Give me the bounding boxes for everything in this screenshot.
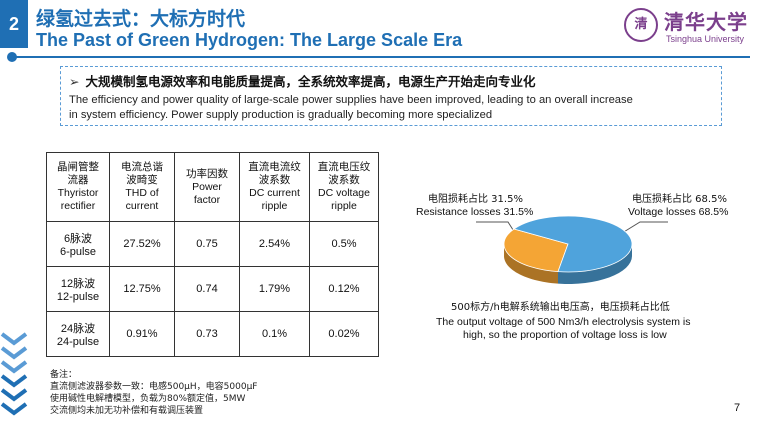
chevron-down-icon bbox=[0, 374, 28, 388]
table-header-cell: 直流电流纹 波系数 DC current ripple bbox=[239, 152, 310, 222]
title-underline bbox=[10, 56, 750, 58]
table-header-cell: 晶闸管整 流器 Thyristor rectifier bbox=[46, 152, 110, 222]
table-header-row: 晶闸管整 流器 Thyristor rectifier 电流总谐 波畸变 THD of cu… bbox=[46, 152, 379, 222]
notes: 备注： 直流侧滤波器参数一致：电感500μH，电容5000μF 使用碱性电解槽模… bbox=[50, 369, 257, 417]
notes-line-2: 使用碱性电解槽模型，负载为80%额定值，5MW bbox=[50, 394, 246, 404]
chevron-down-icon bbox=[0, 402, 28, 416]
table-header-cell: 功率因数 Power factor bbox=[174, 152, 240, 222]
logo-name-cn: 清华大学 bbox=[664, 10, 748, 34]
voltage-loss-label-en: Voltage losses 68.5% bbox=[628, 206, 729, 218]
power-factor-cell: 0.75 bbox=[174, 221, 240, 267]
thd-cell: 0.91% bbox=[109, 311, 175, 357]
page-title-cn: 绿氢过去式：大标方时代 bbox=[36, 8, 246, 30]
university-seal-icon: 清 bbox=[624, 8, 658, 42]
arrow-right-icon: ➢ bbox=[69, 74, 80, 89]
pie-slice bbox=[513, 215, 633, 273]
summary-line-2: in system efficiency. Power supply produ… bbox=[69, 109, 493, 121]
dc-voltage-ripple-cell: 0.5% bbox=[309, 221, 379, 267]
section-number-badge: 2 bbox=[0, 0, 28, 48]
summary-line-1: The efficiency and power quality of larg… bbox=[69, 94, 633, 106]
resistance-loss-label-cn: 电阻损耗占比 31.5% bbox=[428, 194, 523, 205]
notes-title: 备注： bbox=[50, 370, 78, 380]
pie-caption-en-2: high, so the proportion of voltage loss … bbox=[463, 329, 667, 341]
chevron-down-icon bbox=[0, 388, 28, 402]
dc-current-ripple-cell: 2.54% bbox=[239, 221, 310, 267]
table-row: 6脉波 6-pulse 27.52% 0.75 2.54% 0.5% bbox=[46, 221, 379, 267]
summary-box: ➢ 大规模制氢电源效率和电能质量提高，全系统效率提高，电源生产开始走向专业化 Th… bbox=[60, 66, 722, 126]
loss-pie-chart bbox=[503, 215, 633, 284]
dc-voltage-ripple-cell: 0.02% bbox=[309, 311, 379, 357]
title-underline-dot bbox=[7, 52, 17, 62]
tsinghua-logo: 清 清华大学 Tsinghua University bbox=[624, 6, 754, 46]
page-number: 7 bbox=[734, 402, 741, 414]
table-header-cell: 直流电压纹 波系数 DC voltage ripple bbox=[309, 152, 379, 222]
resistance-loss-label-en: Resistance losses 31.5% bbox=[416, 206, 534, 218]
pie-slice-side bbox=[504, 244, 558, 284]
pie-caption-cn: 500标方/h电解系统输出电压高，电压损耗占比低 bbox=[451, 302, 670, 313]
chevron-down-icon bbox=[0, 360, 28, 374]
pie-slice-side bbox=[557, 244, 632, 284]
voltage-loss-label-cn: 电压损耗占比 68.5% bbox=[632, 194, 727, 205]
summary-heading: ➢ 大规模制氢电源效率和电能质量提高，全系统效率提高，电源生产开始走向专业化 bbox=[69, 71, 713, 90]
notes-line-1: 直流侧滤波器参数一致：电感500μH，电容5000μF bbox=[50, 382, 258, 392]
thd-cell: 27.52% bbox=[109, 221, 175, 267]
page-title-en: The Past of Green Hydrogen: The Large Sc… bbox=[36, 30, 463, 50]
pie-caption-en-1: The output voltage of 500 Nm3/h electrol… bbox=[436, 316, 691, 328]
chevron-down-icon bbox=[0, 346, 28, 360]
rectifier-comparison-table: 晶闸管整 流器 Thyristor rectifier 电流总谐 波畸变 THD of cu… bbox=[46, 152, 379, 357]
chevron-down-icon bbox=[0, 332, 28, 346]
summary-heading-text: 大规模制氢电源效率和电能质量提高，全系统效率提高，电源生产开始走向专业化 bbox=[85, 74, 536, 89]
logo-name-en: Tsinghua University bbox=[666, 34, 745, 44]
row-label: 6脉波 6-pulse bbox=[46, 221, 110, 267]
table-row: 24脉波 24-pulse 0.91% 0.73 0.1% 0.02% bbox=[46, 311, 379, 357]
summary-text: The efficiency and power quality of larg… bbox=[69, 93, 713, 123]
left-decoration-strip: 2 bbox=[0, 0, 28, 423]
power-factor-cell: 0.73 bbox=[174, 311, 240, 357]
notes-line-3: 交流侧均未加无功补偿和有载调压装置 bbox=[50, 406, 204, 416]
